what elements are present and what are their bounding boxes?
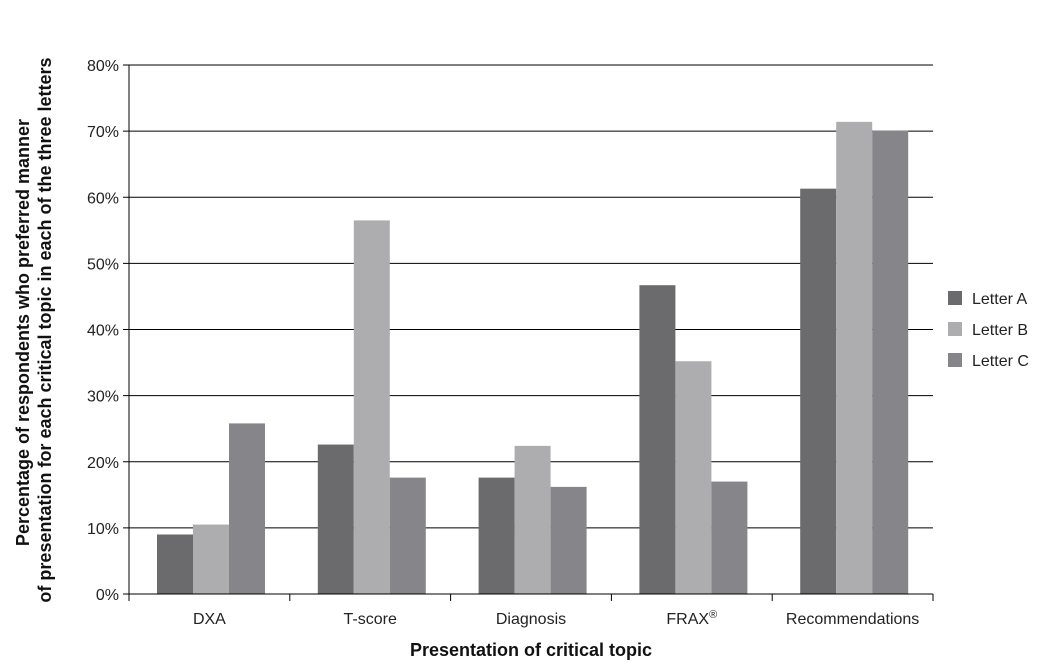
- legend-label: Letter B: [972, 322, 1028, 339]
- y-tick-label: 30%: [87, 389, 119, 406]
- x-tick-label: T-score: [344, 611, 397, 628]
- x-tick-label: DXA: [193, 611, 226, 628]
- x-tick-label: Diagnosis: [496, 611, 566, 628]
- y-axis-title-line-2: of presentation for each critical topic …: [35, 57, 55, 602]
- y-tick-label: 50%: [87, 256, 119, 273]
- bar-letter-c-frax: [711, 481, 748, 594]
- bar-letter-b-frax: [675, 361, 712, 594]
- y-tick-label: 20%: [87, 455, 119, 472]
- y-axis-title-line-1: Percentage of respondents who preferred …: [13, 119, 33, 546]
- legend-swatch: [948, 353, 962, 367]
- x-tick-superscript: ®: [709, 609, 717, 621]
- x-tick-label: Recommendations: [786, 611, 919, 628]
- x-tick-labels: DXA T-score Diagnosis FRAX® Recommendations: [193, 609, 919, 628]
- axes: [123, 64, 934, 601]
- bar-letter-b-recommendations: [836, 121, 873, 595]
- legend-label: Letter A: [972, 291, 1027, 308]
- y-tick-label: 80%: [87, 58, 119, 75]
- y-tick-labels: 0% 10% 20% 30% 40% 50% 60% 70% 80%: [87, 58, 119, 604]
- bar-letter-a-frax: [639, 285, 676, 594]
- bar-letter-a-diagnosis: [478, 477, 515, 594]
- x-axis-title: Presentation of critical topic: [410, 640, 652, 660]
- bar-letter-b-diagnosis: [514, 445, 551, 594]
- legend-swatch: [948, 322, 962, 336]
- bar-letter-b-t-score: [353, 220, 390, 595]
- bar-letter-c-t-score: [389, 477, 426, 594]
- bar-letter-a-t-score: [317, 444, 354, 594]
- legend: Letter A Letter B Letter C: [948, 291, 1029, 370]
- y-tick-label: 70%: [87, 124, 119, 141]
- bar-letter-c-dxa: [229, 423, 265, 594]
- x-tick-label: FRAX®: [666, 609, 717, 628]
- y-tick-label: 10%: [87, 521, 119, 538]
- bar-letter-a-recommendations: [800, 188, 837, 594]
- y-axis-title: Percentage of respondents who preferred …: [13, 57, 55, 602]
- y-tick-label: 60%: [87, 190, 119, 207]
- bar-letter-a-dxa: [157, 534, 193, 594]
- y-tick-label: 40%: [87, 323, 119, 340]
- y-tick-label: 0%: [96, 587, 119, 604]
- bar-letter-c-recommendations: [872, 130, 909, 594]
- bars: [157, 121, 909, 595]
- bar-letter-c-diagnosis: [550, 486, 587, 594]
- legend-label: Letter C: [972, 353, 1029, 370]
- legend-swatch: [948, 291, 962, 305]
- bar-letter-b-dxa: [193, 524, 229, 594]
